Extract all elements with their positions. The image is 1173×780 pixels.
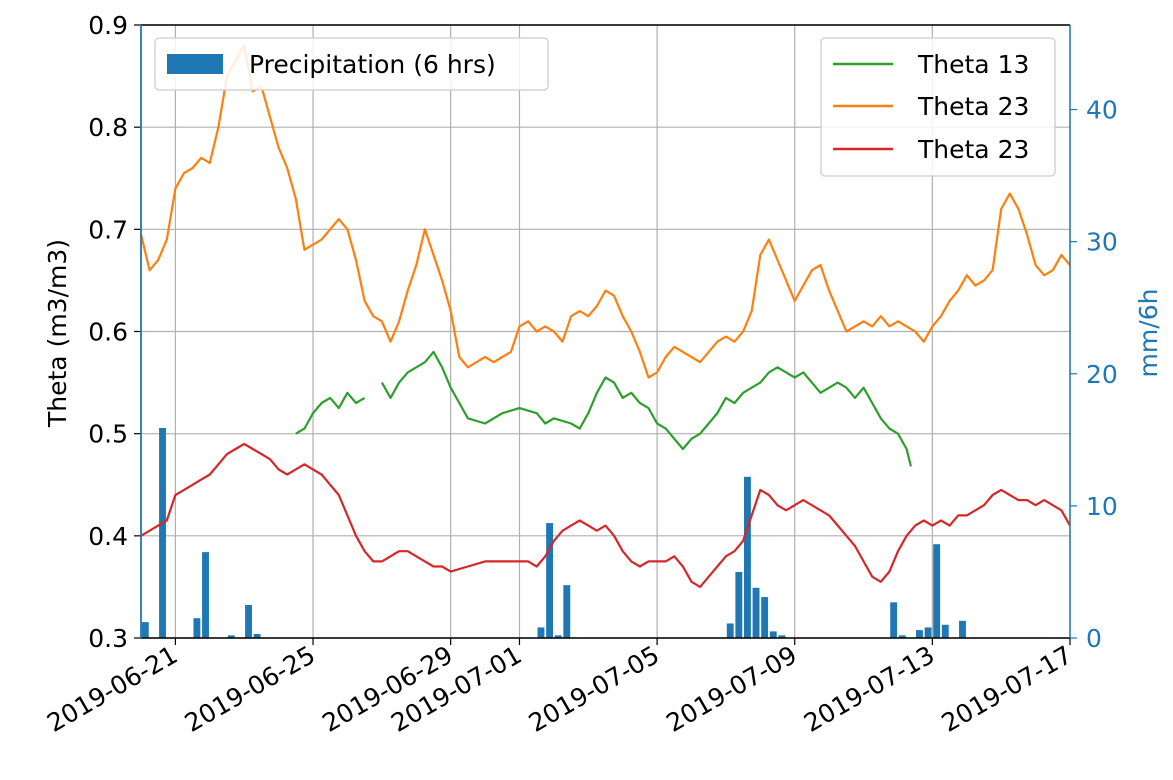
- precip-bar: [726, 623, 734, 638]
- x-tick-label: 2019-07-17: [937, 640, 1077, 738]
- legend-theta23-lower-label: Theta 23: [917, 135, 1029, 164]
- theta23-lower-line: [140, 442, 1071, 588]
- precip-bar: [554, 635, 562, 638]
- precip-bar: [546, 523, 554, 638]
- precip-bar: [193, 618, 201, 638]
- y-tick-label: 0.7: [88, 215, 128, 244]
- precip-bar: [253, 634, 261, 638]
- precip-bars: [141, 427, 966, 638]
- x-tick-label: 2019-07-09: [661, 640, 801, 738]
- precip-bar: [941, 624, 949, 638]
- precip-bar: [202, 552, 209, 638]
- y-tick-label: 0.3: [88, 624, 128, 653]
- precip-bar: [959, 620, 966, 638]
- theta23-upper-line: [139, 44, 1071, 379]
- precip-bar: [769, 631, 777, 638]
- precip-bar: [761, 597, 769, 638]
- y2-axis-label: mm/6h: [1134, 289, 1163, 378]
- grid-layer: [141, 24, 1071, 639]
- x-tick-label: 2019-06-25: [180, 640, 320, 738]
- legend-precip-label: Precipitation (6 hrs): [249, 50, 496, 79]
- y2-tick-label: 30: [1086, 228, 1118, 257]
- precip-bar: [752, 587, 760, 638]
- precip-bar: [933, 544, 941, 638]
- precip-bar: [735, 571, 743, 638]
- precip-bar: [898, 635, 906, 638]
- legend-precip-swatch: [167, 54, 223, 74]
- y-tick-label: 0.4: [88, 522, 128, 551]
- precip-bar: [159, 427, 166, 638]
- precip-bar: [537, 627, 545, 638]
- precip-bar: [245, 604, 252, 638]
- y2-tick-label: 20: [1086, 360, 1118, 389]
- y-tick-label: 0.5: [88, 420, 128, 449]
- theta-lines: [139, 44, 1071, 588]
- y-axis-label: Theta (m3/m3): [43, 239, 72, 428]
- precip-bar: [141, 622, 149, 638]
- precip-bar: [227, 635, 235, 638]
- y-tick-label: 0.6: [88, 318, 128, 347]
- y-tick-label: 0.8: [88, 113, 128, 142]
- precip-bar: [924, 627, 932, 638]
- legend-right: Theta 13 Theta 23 Theta 23: [820, 37, 1056, 177]
- x-tick-label: 2019-07-13: [799, 640, 939, 738]
- legend-theta13-label: Theta 13: [917, 50, 1029, 79]
- theta13-line: [295, 391, 366, 435]
- x-tick-label: 2019-06-21: [42, 640, 182, 738]
- precip-bar: [563, 585, 571, 638]
- legend-theta23-upper-label: Theta 23: [917, 92, 1029, 121]
- axes-layer: [134, 24, 1077, 645]
- precip-bar: [743, 476, 751, 638]
- legend-right-frame: [820, 37, 1056, 177]
- precip-bar: [890, 602, 898, 638]
- legend-left-frame: [154, 37, 549, 91]
- precip-bar: [916, 630, 923, 638]
- y2-tick-label: 40: [1086, 96, 1118, 125]
- theta13-line: [380, 350, 912, 467]
- x-tick-label: 2019-07-05: [524, 640, 664, 738]
- y-tick-label: 0.9: [88, 11, 128, 40]
- y2-tick-label: 10: [1086, 492, 1118, 521]
- y2-tick-label: 0: [1086, 624, 1102, 653]
- legend-left: Precipitation (6 hrs): [154, 37, 549, 91]
- precip-bar: [778, 635, 786, 638]
